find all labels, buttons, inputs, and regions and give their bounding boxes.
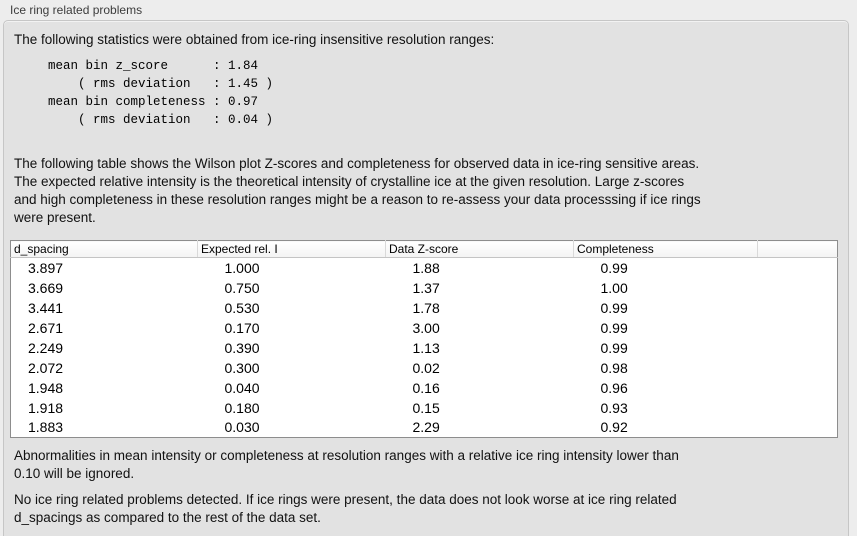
table-cell-stub xyxy=(758,318,838,338)
table-cell-stub xyxy=(758,378,838,398)
table-cell: 0.040 xyxy=(224,379,260,396)
table-cell: 1.000 xyxy=(224,259,260,276)
table-cell: 0.390 xyxy=(224,339,260,356)
table-row[interactable]: 2.072 0.300 0.02 0.98 xyxy=(11,358,838,378)
table-row[interactable]: 3.897 1.000 1.88 0.99 xyxy=(11,258,838,278)
table-cell: 0.16 xyxy=(412,379,440,396)
table-cell-stub xyxy=(758,298,838,318)
column-header-completeness[interactable]: Completeness xyxy=(573,240,758,258)
table-cell: 2.072 xyxy=(28,359,64,376)
conclusion-text: No ice ring related problems detected. I… xyxy=(14,492,677,525)
table-row[interactable]: 2.671 0.170 3.00 0.99 xyxy=(11,318,838,338)
table-cell: 0.170 xyxy=(224,319,260,336)
table-cell: 1.918 xyxy=(28,399,64,416)
ice-ring-table[interactable]: d_spacing Expected rel. I Data Z-score Comp… xyxy=(10,240,838,438)
table-cell: 0.180 xyxy=(224,399,260,416)
table-cell: 3.897 xyxy=(28,259,64,276)
table-cell: 3.441 xyxy=(28,299,64,316)
table-cell: 0.93 xyxy=(600,399,628,416)
table-cell: 1.88 xyxy=(412,259,440,276)
column-header-d-spacing[interactable]: d_spacing xyxy=(10,240,198,258)
table-cell-stub xyxy=(758,278,838,298)
table-cell: 1.78 xyxy=(412,299,440,316)
table-cell: 2.249 xyxy=(28,339,64,356)
table-cell: 0.030 xyxy=(224,419,260,436)
table-cell: 1.948 xyxy=(28,379,64,396)
table-row[interactable]: 1.883 0.030 2.29 0.92 xyxy=(11,418,838,438)
table-cell-stub xyxy=(758,418,838,438)
table-cell: 1.37 xyxy=(412,279,440,296)
column-header-expected-rel-i[interactable]: Expected rel. I xyxy=(197,240,386,258)
intro-text: The following statistics were obtained f… xyxy=(14,32,495,47)
column-header-stub xyxy=(757,240,838,258)
table-cell: 0.750 xyxy=(224,279,260,296)
table-cell: 2.671 xyxy=(28,319,64,336)
table-row[interactable]: 1.948 0.040 0.16 0.96 xyxy=(11,378,838,398)
table-row[interactable]: 3.441 0.530 1.78 0.99 xyxy=(11,298,838,318)
ice-table-body: 3.897 1.000 1.88 0.99 3.669 0.750 1.37 1.00 3.44… xyxy=(11,258,838,438)
column-header-data-z-score[interactable]: Data Z-score xyxy=(385,240,574,258)
table-cell: 2.29 xyxy=(412,419,440,436)
table-row[interactable]: 3.669 0.750 1.37 1.00 xyxy=(11,278,838,298)
table-cell: 0.15 xyxy=(412,399,440,416)
table-row[interactable]: 1.918 0.180 0.15 0.93 xyxy=(11,398,838,418)
groupbox-title: Ice ring related problems xyxy=(10,3,143,17)
ice-table-header-row: d_spacing Expected rel. I Data Z-score Comp… xyxy=(10,240,838,258)
table-cell: 0.99 xyxy=(600,299,628,316)
table-cell: 1.13 xyxy=(412,339,440,356)
table-cell: 1.00 xyxy=(600,279,628,296)
table-cell: 0.02 xyxy=(412,359,440,376)
table-cell: 1.883 xyxy=(28,419,64,436)
table-description: The following table shows the Wilson plo… xyxy=(14,156,701,225)
stats-block: mean bin z_score : 1.84 ( rms deviation … xyxy=(48,59,274,127)
ignore-note: Abnormalities in mean intensity or compl… xyxy=(14,448,679,481)
table-cell: 0.300 xyxy=(224,359,260,376)
table-cell: 3.669 xyxy=(28,279,64,296)
table-cell: 0.96 xyxy=(600,379,628,396)
table-cell: 0.98 xyxy=(600,359,628,376)
table-cell: 0.530 xyxy=(224,299,260,316)
table-cell: 0.99 xyxy=(600,339,628,356)
table-cell: 0.99 xyxy=(600,259,628,276)
table-cell-stub xyxy=(758,258,838,278)
table-cell: 3.00 xyxy=(412,319,440,336)
table-cell-stub xyxy=(758,358,838,378)
table-cell: 0.92 xyxy=(600,419,628,436)
table-row[interactable]: 2.249 0.390 1.13 0.99 xyxy=(11,338,838,358)
table-cell-stub xyxy=(758,338,838,358)
table-cell: 0.99 xyxy=(600,319,628,336)
table-cell-stub xyxy=(758,398,838,418)
